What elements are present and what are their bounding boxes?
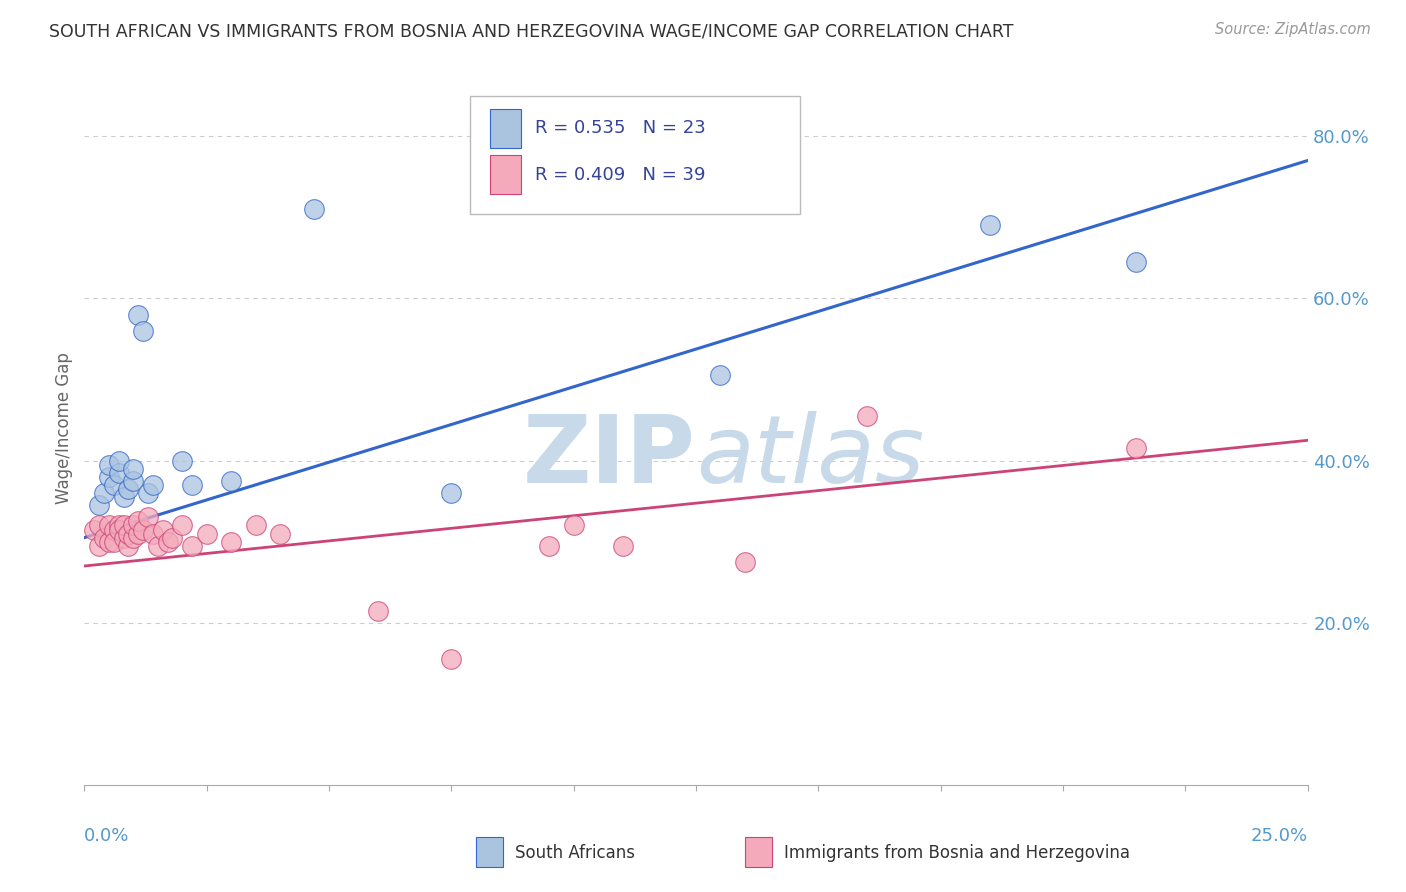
Point — [612, 539, 634, 553]
Point — [103, 534, 125, 549]
Point — [122, 461, 145, 475]
Point — [162, 531, 184, 545]
Point — [1125, 255, 1147, 269]
Point — [538, 539, 561, 553]
Point — [152, 523, 174, 537]
Point — [142, 526, 165, 541]
Point — [136, 486, 159, 500]
Point — [142, 478, 165, 492]
Point — [1125, 442, 1147, 456]
Point — [117, 482, 139, 496]
Point — [83, 523, 105, 537]
Point — [97, 470, 120, 484]
Point — [172, 453, 194, 467]
Y-axis label: Wage/Income Gap: Wage/Income Gap — [55, 352, 73, 504]
Point — [979, 219, 1001, 233]
Point — [93, 531, 115, 545]
Point — [709, 368, 731, 383]
Point — [97, 534, 120, 549]
Point — [87, 498, 110, 512]
Point — [122, 518, 145, 533]
Point — [181, 539, 204, 553]
Point — [117, 539, 139, 553]
Point — [87, 539, 110, 553]
FancyBboxPatch shape — [491, 109, 522, 148]
Text: 25.0%: 25.0% — [1250, 827, 1308, 845]
Point — [269, 526, 291, 541]
FancyBboxPatch shape — [470, 96, 800, 214]
FancyBboxPatch shape — [491, 155, 522, 194]
Point — [97, 458, 120, 472]
Text: Immigrants from Bosnia and Herzegovina: Immigrants from Bosnia and Herzegovina — [785, 844, 1130, 862]
Text: South Africans: South Africans — [515, 844, 636, 862]
Point — [562, 518, 585, 533]
Point — [107, 453, 129, 467]
Point — [132, 523, 155, 537]
Point — [93, 486, 115, 500]
Point — [734, 555, 756, 569]
Point — [440, 652, 463, 666]
Point — [440, 486, 463, 500]
Text: atlas: atlas — [696, 411, 924, 502]
Point — [122, 474, 145, 488]
FancyBboxPatch shape — [475, 837, 503, 867]
Point — [156, 534, 179, 549]
Point — [103, 478, 125, 492]
Point — [136, 510, 159, 524]
Point — [127, 526, 149, 541]
Point — [219, 534, 242, 549]
Point — [245, 518, 267, 533]
Text: Source: ZipAtlas.com: Source: ZipAtlas.com — [1215, 22, 1371, 37]
Point — [367, 604, 389, 618]
Point — [127, 515, 149, 529]
Point — [219, 474, 242, 488]
Point — [112, 490, 135, 504]
Point — [103, 523, 125, 537]
Point — [112, 518, 135, 533]
Point — [304, 202, 326, 217]
Point — [107, 518, 129, 533]
Text: SOUTH AFRICAN VS IMMIGRANTS FROM BOSNIA AND HERZEGOVINA WAGE/INCOME GAP CORRELAT: SOUTH AFRICAN VS IMMIGRANTS FROM BOSNIA … — [49, 22, 1014, 40]
Point — [856, 409, 879, 423]
Point — [172, 518, 194, 533]
Point — [132, 324, 155, 338]
Text: 0.0%: 0.0% — [84, 827, 129, 845]
Point — [112, 531, 135, 545]
Text: R = 0.409   N = 39: R = 0.409 N = 39 — [534, 166, 704, 184]
Point — [195, 526, 218, 541]
Point — [117, 526, 139, 541]
Point — [181, 478, 204, 492]
FancyBboxPatch shape — [745, 837, 772, 867]
Text: R = 0.535   N = 23: R = 0.535 N = 23 — [534, 120, 706, 137]
Point — [87, 518, 110, 533]
Point — [97, 518, 120, 533]
Point — [146, 539, 169, 553]
Text: ZIP: ZIP — [523, 410, 696, 503]
Point — [122, 531, 145, 545]
Point — [107, 523, 129, 537]
Point — [107, 466, 129, 480]
Point — [127, 308, 149, 322]
